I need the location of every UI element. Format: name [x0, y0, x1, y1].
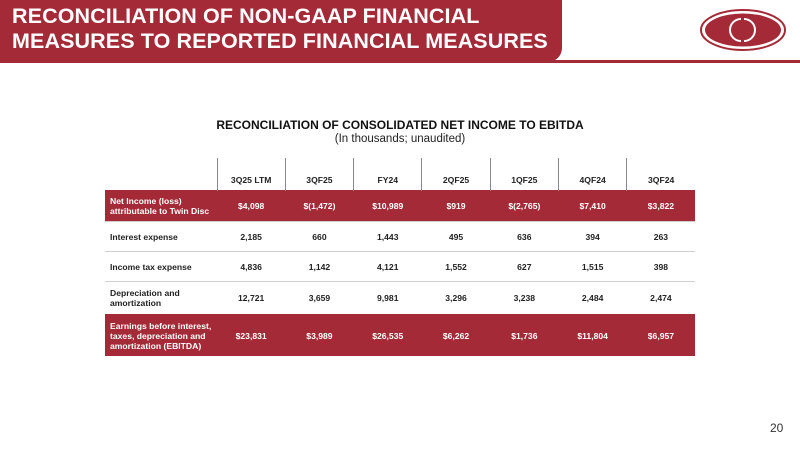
column-header: 2QF25 [421, 158, 491, 191]
slide-title-line-1: RECONCILIATION OF NON-GAAP FINANCIAL [12, 4, 480, 28]
table-cell: 2,185 [217, 221, 286, 252]
slide-title: RECONCILIATION OF NON-GAAP FINANCIAL MEA… [12, 4, 552, 54]
row-label: Earnings before interest, taxes, depreci… [105, 314, 217, 356]
table-cell: $6,957 [626, 314, 696, 356]
column-header: 3Q25 LTM [216, 158, 286, 191]
section-title: RECONCILIATION OF CONSOLIDATED NET INCOM… [216, 118, 584, 132]
table-cell: 1,552 [421, 251, 491, 282]
table-cell: $1,736 [490, 314, 559, 356]
table-cell: $7,410 [558, 190, 627, 222]
table-cell: $(2,765) [490, 190, 559, 222]
table-cell: $26,535 [353, 314, 422, 356]
table-cell: 9,981 [353, 281, 422, 315]
table-row-ebitda: Earnings before interest, taxes, depreci… [105, 314, 696, 356]
reconciliation-table: 3Q25 LTM 3QF25 FY24 2QF25 1QF25 4QF24 3Q… [105, 158, 696, 356]
table-cell: $10,989 [353, 190, 422, 222]
slide-title-line-2: MEASURES TO REPORTED FINANCIAL MEASURES [12, 29, 548, 53]
table-cell: 3,238 [490, 281, 559, 315]
table-cell: 636 [490, 221, 559, 252]
table-header-row: 3Q25 LTM 3QF25 FY24 2QF25 1QF25 4QF24 3Q… [105, 158, 696, 191]
table-cell: 3,296 [421, 281, 491, 315]
table-cell: $4,098 [217, 190, 286, 222]
table-row-income-tax-expense: Income tax expense 4,836 1,142 4,121 1,5… [105, 251, 696, 282]
page-number: 20 [770, 421, 784, 435]
row-label: Net Income (loss) attributable to Twin D… [105, 190, 217, 222]
table-cell: $919 [421, 190, 491, 222]
logo-icon [700, 9, 786, 51]
table-cell: $3,822 [626, 190, 696, 222]
table-cell: 263 [626, 221, 696, 252]
column-header: 3QF24 [626, 158, 696, 191]
table-cell: $11,804 [558, 314, 627, 356]
table-cell: 394 [558, 221, 627, 252]
table-cell: 4,836 [217, 251, 286, 282]
table-row-depreciation: Depreciation and amortization 12,721 3,6… [105, 281, 696, 315]
column-header: 3QF25 [284, 158, 354, 191]
table-cell: 627 [490, 251, 559, 282]
table-row-interest-expense: Interest expense 2,185 660 1,443 495 636… [105, 221, 696, 252]
table-cell: 1,142 [285, 251, 354, 282]
table-cell: 4,121 [353, 251, 422, 282]
table-row-net-income: Net Income (loss) attributable to Twin D… [105, 190, 696, 222]
table-cell: $23,831 [217, 314, 286, 356]
table-cell: 12,721 [217, 281, 286, 315]
table-cell: 2,484 [558, 281, 627, 315]
table-cell: 495 [421, 221, 491, 252]
table-cell: $3,989 [285, 314, 354, 356]
table-cell: 398 [626, 251, 696, 282]
twin-disc-logo [700, 9, 786, 51]
row-label: Interest expense [105, 221, 217, 252]
title-banner: RECONCILIATION OF NON-GAAP FINANCIAL MEA… [0, 0, 562, 62]
table-cell: 3,659 [285, 281, 354, 315]
table-cell: $(1,472) [285, 190, 354, 222]
row-label: Income tax expense [105, 251, 217, 282]
row-label: Depreciation and amortization [105, 281, 217, 315]
section-subtitle: (In thousands; unaudited) [334, 133, 466, 145]
table-cell: 2,474 [626, 281, 696, 315]
table-cell: 1,443 [353, 221, 422, 252]
column-header: FY24 [353, 158, 422, 191]
banner-underline [0, 60, 800, 63]
table-cell: 1,515 [558, 251, 627, 282]
table-cell: $6,262 [421, 314, 491, 356]
column-header: 1QF25 [489, 158, 559, 191]
header-blank [105, 158, 217, 191]
column-header: 4QF24 [557, 158, 627, 191]
table-cell: 660 [285, 221, 354, 252]
